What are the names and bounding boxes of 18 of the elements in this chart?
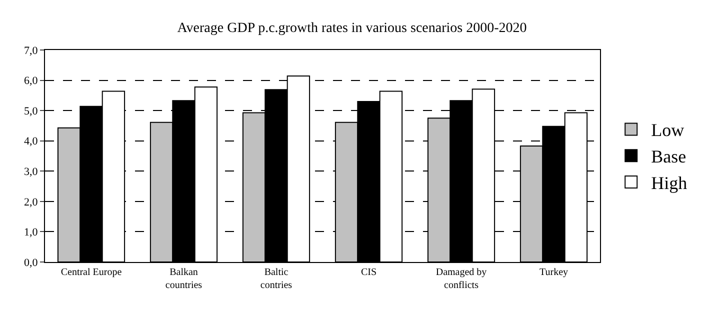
legend-label: High xyxy=(651,173,688,194)
y-tick-label: 7,0 xyxy=(24,44,38,57)
y-tick-label: 4,0 xyxy=(24,136,38,148)
legend-label: Base xyxy=(651,146,686,167)
x-tick-label: Baltic contries xyxy=(260,267,292,291)
x-tick-label: CIS xyxy=(360,267,377,278)
y-tick-label: 1,0 xyxy=(24,226,38,239)
y-tick-label: 2,0 xyxy=(24,196,38,208)
chart-title: Average GDP p.c.growth rates in various scenarios 2000-2020 xyxy=(177,21,527,36)
y-tick-label: 3,0 xyxy=(24,166,38,178)
x-tick-label: Turkey xyxy=(539,267,568,278)
x-tick-label: Central Europe xyxy=(60,267,122,278)
legend-label: Low xyxy=(651,120,684,140)
y-tick-label: 5,0 xyxy=(24,105,38,118)
x-tick-label: Damaged by conflicts xyxy=(436,267,487,291)
x-tick-label: Balkan countries xyxy=(165,267,202,291)
y-tick-label: 0,0 xyxy=(24,256,38,269)
y-tick-label: 6,0 xyxy=(24,75,38,88)
